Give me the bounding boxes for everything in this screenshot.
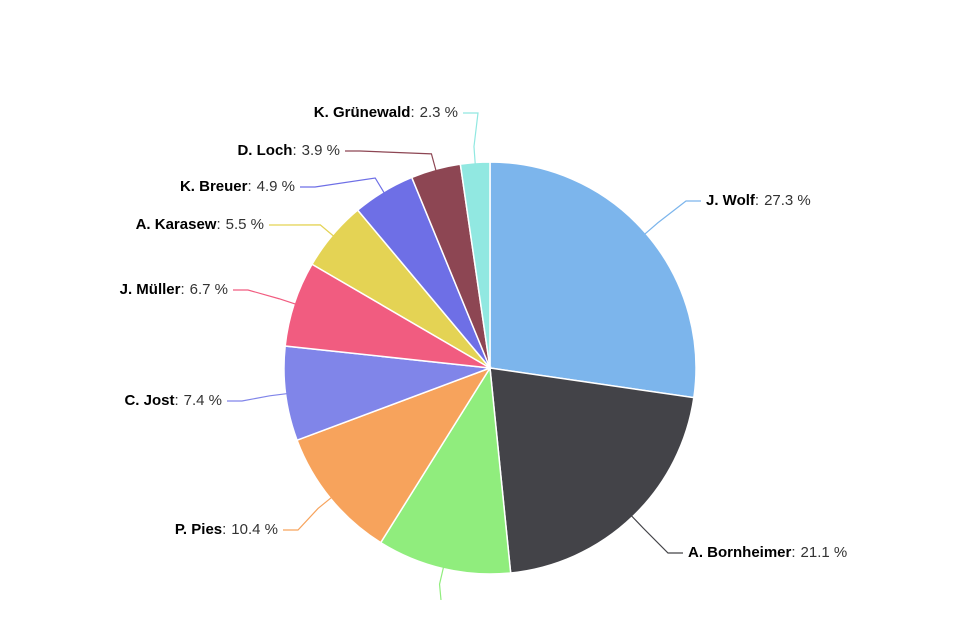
connector [630,514,683,554]
label-separator: : [247,178,251,195]
label-value: 6.7 % [190,281,228,298]
label-separator: : [180,281,184,298]
label-name: C. Jost [124,392,174,409]
connector [463,112,479,165]
label-name: K. Grünewald [314,104,411,121]
data-label: A. Karasew: 5.5 % [136,216,264,233]
label-value: 3.9 % [302,142,340,159]
label-name: D. Loch [237,142,292,159]
pie-slice [489,161,697,399]
label-name: J. Müller [120,281,181,298]
label-value: 4.9 % [257,178,295,195]
pie-slice [489,367,695,574]
connector [643,200,701,235]
data-label: D. Loch: 3.9 % [237,142,340,159]
data-label: A. Bornheimer: 21.1 % [688,544,847,561]
label-name: J. Wolf [706,192,756,209]
label-separator: : [410,104,414,121]
connector [300,177,386,194]
data-label: K. Grünewald: 2.3 % [314,104,458,121]
label-value: 21.1 % [801,544,848,561]
label-value: 27.3 % [764,192,811,209]
connector [283,496,333,531]
label-name: K. Breuer [180,178,248,195]
label-separator: : [174,392,178,409]
data-label: P. Pies: 10.4 % [175,521,278,538]
connector [345,150,437,172]
data-label: J. Wolf: 27.3 % [706,192,811,209]
connector [233,289,297,305]
label-separator: : [216,216,220,233]
label-separator: : [791,544,795,561]
data-label: K. Breuer: 4.9 % [180,178,295,195]
label-name: A. Bornheimer [688,544,792,561]
label-value: 10.4 % [231,521,278,538]
label-separator: : [755,192,759,209]
connector [227,392,288,402]
label-separator: : [292,142,296,159]
data-label: J. Müller: 6.7 % [120,281,228,298]
data-label: C. Jost: 7.4 % [124,392,222,409]
label-value: 5.5 % [226,216,264,233]
label-value: 7.4 % [184,392,222,409]
label-value: 2.3 % [420,104,458,121]
label-name: P. Pies [175,521,222,538]
connector [269,224,335,237]
label-separator: : [222,521,226,538]
label-name: A. Karasew [136,216,217,233]
connector [438,566,445,601]
